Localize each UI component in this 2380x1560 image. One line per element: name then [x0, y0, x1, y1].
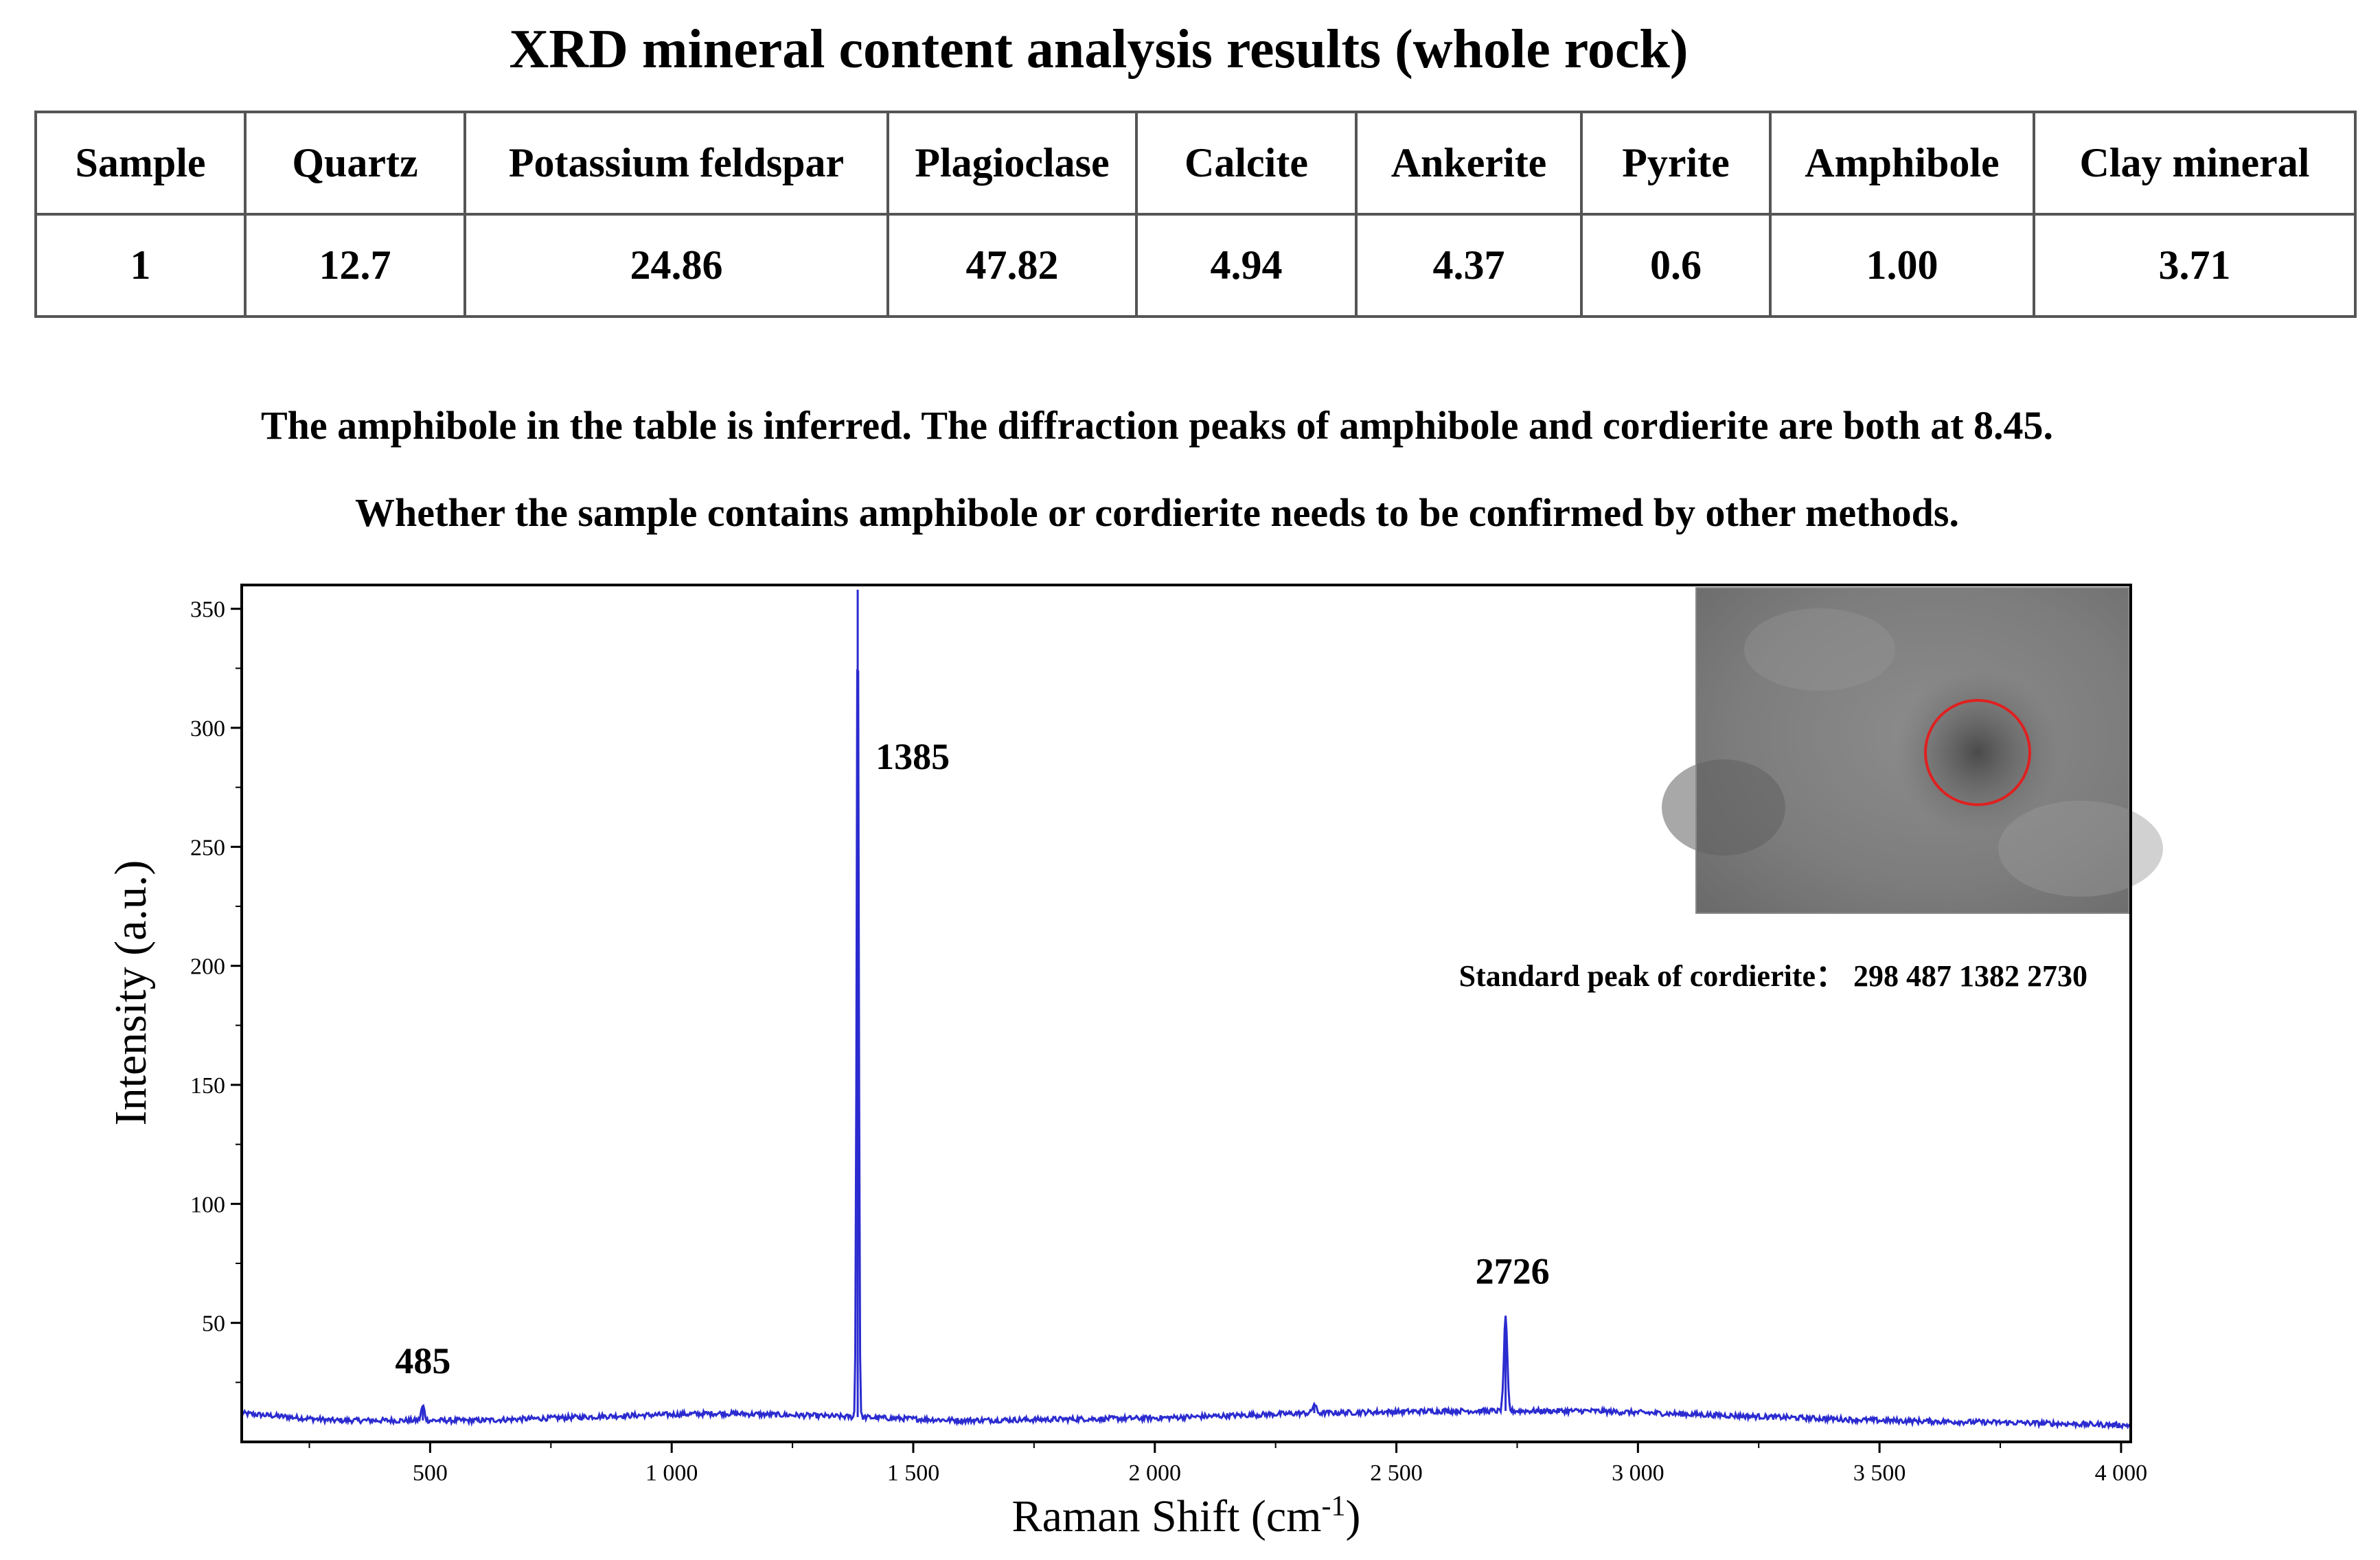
axis-ticks: 500 1 000 1 500 2 000 2 500 3 000 3 500 4 000 50… — [190, 597, 2147, 1486]
y-tick-label: 350 — [190, 597, 225, 623]
table-cell: 4.94 — [1135, 213, 1358, 318]
table-row: 1 12.7 24.86 47.82 4.94 4.37 0.6 1.00 3.… — [34, 213, 2357, 318]
x-tick-label: 3 000 — [1612, 1460, 1664, 1486]
inset-image — [1662, 587, 2163, 914]
table-cell: 47.82 — [886, 213, 1138, 318]
peak-label: 1385 — [876, 736, 950, 777]
table-header-cell: Pyrite — [1580, 111, 1772, 216]
table-cell: 24.86 — [464, 213, 889, 318]
y-axis-label: Intensity (a.u.) — [106, 860, 156, 1126]
xrd-table: Sample Quartz Potassium feldspar Plagioc… — [34, 111, 2357, 318]
y-tick-label: 150 — [190, 1073, 225, 1099]
x-tick-label: 1 000 — [645, 1460, 698, 1486]
page-title: XRD mineral content analysis results (wh… — [509, 19, 1689, 80]
table-header-cell: Potassium feldspar — [464, 111, 889, 216]
inset-texture — [1744, 608, 1895, 691]
inset-border — [1695, 587, 2129, 914]
table-cell: 1.00 — [1769, 213, 2035, 318]
plot-frame — [240, 584, 2132, 1443]
y-tick-label: 200 — [190, 954, 225, 980]
note-line: Whether the sample contains amphibole or… — [355, 490, 1959, 535]
chart-labels: 485 1385 2726 Standard peak of cordierite： … — [106, 736, 2087, 1541]
table-cell: 0.6 — [1580, 213, 1772, 318]
inset-texture — [1998, 801, 2163, 897]
table-header-cell: Quartz — [244, 111, 466, 216]
y-tick-label: 50 — [202, 1311, 225, 1337]
table-header-row: Sample Quartz Potassium feldspar Plagioc… — [34, 111, 2357, 216]
y-tick-label: 300 — [190, 716, 225, 742]
x-tick-label: 2 500 — [1370, 1460, 1423, 1486]
x-tick-label: 1 500 — [887, 1460, 940, 1486]
table-cell: 3.71 — [2033, 213, 2357, 318]
table-header-cell: Calcite — [1135, 111, 1358, 216]
raman-chart: 500 1 000 1 500 2 000 2 500 3 000 3 500 4 000 50… — [106, 584, 2163, 1541]
y-tick-label: 250 — [190, 835, 225, 860]
peak-label: 2726 — [1476, 1251, 1550, 1292]
inset-texture — [1895, 670, 2060, 835]
table-header-cell: Ankerite — [1355, 111, 1583, 216]
peak-label: 485 — [395, 1340, 450, 1381]
spectrum-line — [240, 669, 2132, 1431]
table-header-cell: Amphibole — [1769, 111, 2035, 216]
x-tick-label: 3 500 — [1853, 1460, 1906, 1486]
table-header-cell: Plagioclase — [886, 111, 1138, 216]
note-line: The amphibole in the table is inferred. … — [260, 403, 2054, 448]
x-axis-label: Raman Shift (cm-1) — [1012, 1491, 1361, 1541]
table-cell: 4.37 — [1355, 213, 1583, 318]
x-tick-label: 4 000 — [2095, 1460, 2148, 1486]
x-tick-label: 500 — [413, 1460, 448, 1486]
y-tick-label: 100 — [190, 1192, 225, 1217]
table-cell: 12.7 — [244, 213, 466, 318]
table-header-cell: Clay mineral — [2033, 111, 2357, 216]
inset-texture — [1662, 759, 1785, 856]
spectrum-series — [240, 589, 2132, 1431]
x-tick-label: 2 000 — [1129, 1460, 1182, 1486]
table-cell: 1 — [34, 213, 247, 318]
table-header-cell: Sample — [34, 111, 247, 216]
standard-peak-label: Standard peak of cordierite： 298 487 138… — [1459, 959, 2087, 993]
inset-marker-circle — [1924, 699, 2031, 806]
